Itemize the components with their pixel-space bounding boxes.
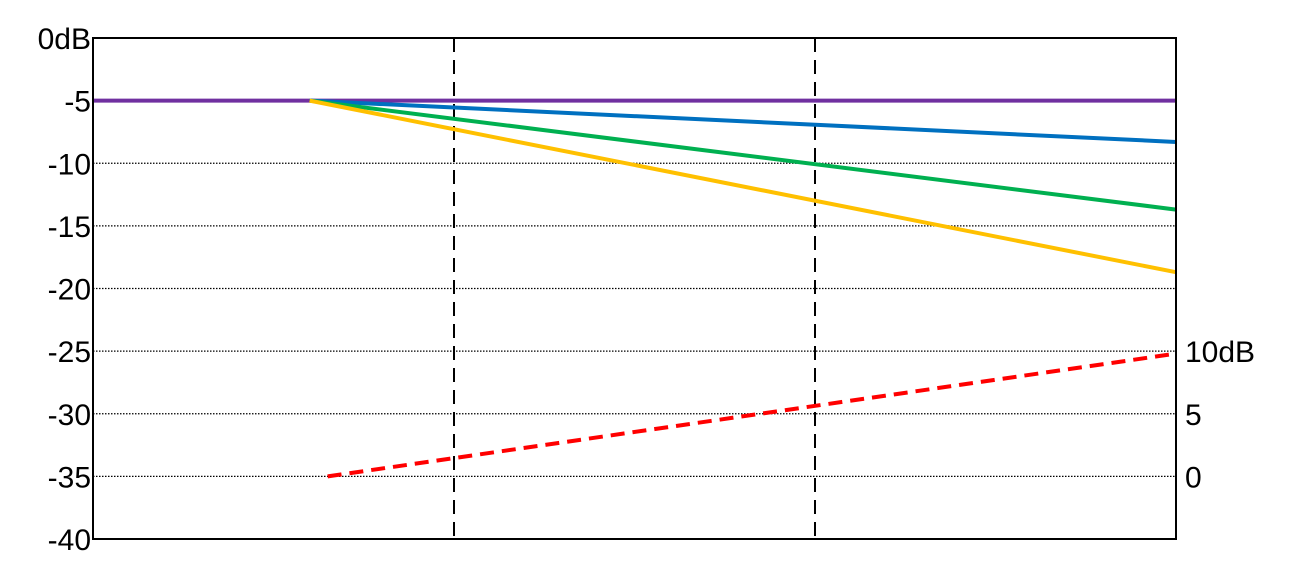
y2-tick-label: 10dB <box>1185 336 1255 369</box>
series-layer <box>93 98 1177 479</box>
y-tick-label: -25 <box>48 336 91 369</box>
plot-frame <box>92 37 1177 540</box>
y2-tick-label: 0 <box>1185 461 1202 494</box>
series-line-4 <box>309 98 1177 275</box>
y-tick-label: -35 <box>48 461 91 494</box>
label-layer: 0dB -5 -10 -15 -20 -25 -30 -35 -40 10dB 5 0 <box>38 23 1255 557</box>
y-tick-label: -40 <box>48 524 91 557</box>
y-tick-label: -30 <box>48 399 91 432</box>
y-tick-label: -5 <box>64 86 91 119</box>
series-line-2 <box>309 98 1177 144</box>
y-tick-label: -20 <box>48 274 91 307</box>
grid-layer <box>93 38 1176 539</box>
series-line-3 <box>309 98 1177 212</box>
y-tick-label: -15 <box>48 211 91 244</box>
y2-tick-label: 5 <box>1185 399 1202 432</box>
y-tick-label: 0dB <box>38 23 91 56</box>
series-line-5 <box>327 351 1177 479</box>
y-tick-label: -10 <box>48 148 91 181</box>
